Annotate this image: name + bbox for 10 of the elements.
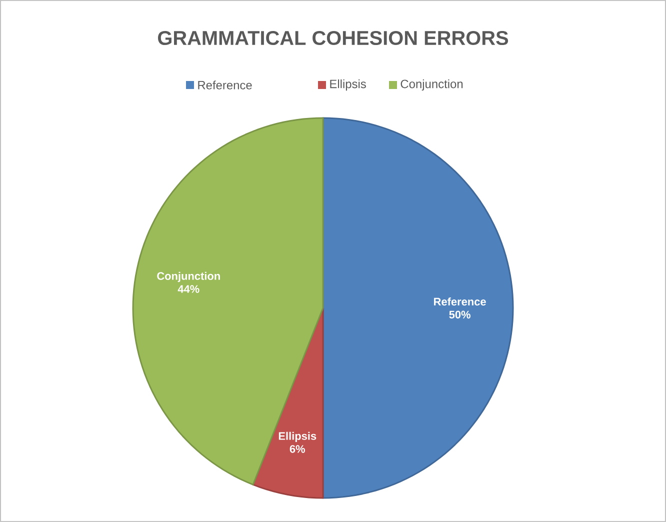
- data-label: 6%: [290, 445, 306, 453]
- slice-label: Ellipsis: [278, 432, 316, 442]
- legend-label: Conjunction: [400, 79, 463, 91]
- legend-label: Reference: [198, 80, 252, 90]
- chart-title: GRAMMATICAL COHESION ERRORS: [158, 30, 508, 46]
- data-label: 44%: [178, 285, 200, 293]
- slice-label: Conjunction: [157, 272, 220, 282]
- legend-label: Ellipsis: [330, 79, 366, 91]
- slice-label: Reference: [434, 297, 486, 306]
- data-label: 50%: [449, 310, 470, 318]
